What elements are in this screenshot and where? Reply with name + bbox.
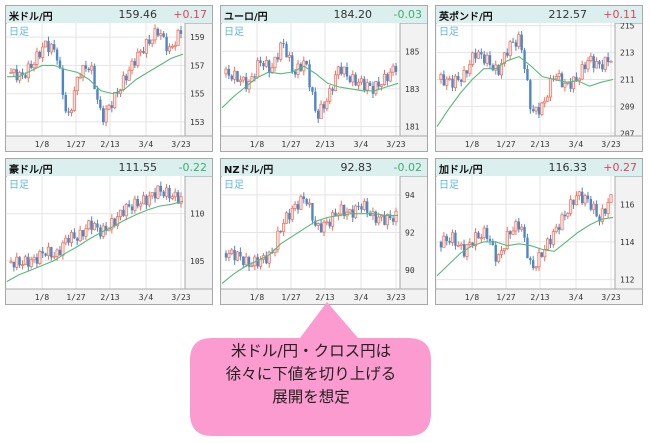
- x-tick-label: 1/8: [35, 140, 50, 149]
- callout-line-2: 徐々に下値を切り上げる: [225, 365, 397, 383]
- y-tick-label: 105: [190, 257, 205, 266]
- pair-name: NZドル/円: [224, 165, 274, 176]
- x-tick-label: 3/4: [569, 140, 584, 149]
- x-tick-label: 1/27: [496, 140, 515, 149]
- x-tick-label: 3/23: [171, 140, 190, 149]
- callout-line-1: 米ドル/円・クロス円は: [230, 342, 392, 360]
- chart-panel[interactable]: 豪ドル/円 111.55 -0.22 105 110 日足 1/8 1/27 2/13 3/4 3/…: [5, 158, 213, 305]
- callout-text: 米ドル/円・クロス円は 徐々に下値を切り上げる 展開を想定: [192, 340, 430, 409]
- y-tick-label: 213: [620, 49, 635, 58]
- x-tick-label: 2/13: [530, 140, 549, 149]
- y-tick-label: 181: [405, 123, 420, 132]
- price-change: +0.17: [173, 8, 207, 21]
- x-tick-label: 3/4: [354, 140, 369, 149]
- panel-header: 豪ドル/円 111.55 -0.22: [6, 159, 212, 177]
- y-tick-label: 155: [190, 90, 205, 99]
- moving-average-line: [7, 53, 184, 95]
- moving-average-line: [436, 216, 614, 277]
- callout-line-3: 展開を想定: [272, 388, 350, 406]
- pair-name: ユーロ/円: [224, 12, 268, 23]
- x-tick-label: 2/13: [315, 140, 334, 149]
- price-change: +0.27: [603, 161, 637, 174]
- price: 111.55: [118, 161, 158, 174]
- x-tick-label: 3/4: [139, 140, 154, 149]
- x-tick-label: 1/27: [66, 140, 85, 149]
- y-tick-label: 112: [620, 276, 635, 285]
- candlestick-chart: 112 114 116 日足 1/8 1/27 2/13 3/4 3/23: [436, 176, 642, 302]
- price: 184.20: [333, 8, 373, 21]
- y-tick-label: 116: [620, 200, 635, 209]
- x-tick-label: 3/4: [354, 293, 369, 302]
- x-tick-label: 1/27: [496, 293, 515, 302]
- chart-panel[interactable]: 米ドル/円 159.46 +0.17 153 155 157 159 日足 1/8 1/27 2/1…: [5, 5, 213, 152]
- chart-panel[interactable]: 英ポンド/円 212.57 +0.11 207 209 211 213 215 日足 1/8 1/2…: [435, 5, 643, 152]
- price-change: -0.22: [178, 161, 207, 174]
- chart-panel[interactable]: NZドル/円 92.83 -0.02 90 92 94 日足 1/8 1/27 2/13 3/4 3/…: [220, 158, 428, 305]
- price: 92.83: [340, 161, 373, 174]
- panel-header: NZドル/円 92.83 -0.02: [221, 159, 427, 177]
- y-tick-label: 207: [620, 129, 635, 138]
- x-tick-label: 3/23: [386, 140, 405, 149]
- price-change: -0.02: [393, 161, 422, 174]
- x-tick-label: 1/27: [281, 140, 300, 149]
- candlestick-chart: 90 92 94 日足 1/8 1/27 2/13 3/4 3/23: [221, 176, 427, 302]
- candlestick-chart: 153 155 157 159 日足 1/8 1/27 2/13 3/4 3/23: [6, 23, 212, 149]
- price: 159.46: [118, 8, 158, 21]
- x-tick-label: 1/27: [281, 293, 300, 302]
- candlestick-chart: 207 209 211 213 215 日足 1/8 1/27 2/13 3/4 3/23: [436, 23, 642, 149]
- x-tick-label: 1/8: [250, 140, 265, 149]
- y-tick-label: 110: [190, 210, 205, 219]
- x-tick-label: 2/13: [315, 293, 334, 302]
- y-tick-label: 209: [620, 102, 635, 111]
- timeframe-label: 日足: [439, 179, 459, 191]
- pair-name: 米ドル/円: [9, 12, 53, 23]
- timeframe-label: 日足: [9, 179, 29, 191]
- x-tick-label: 3/4: [139, 293, 154, 302]
- y-tick-label: 183: [405, 85, 420, 94]
- pair-name: 英ポンド/円: [439, 12, 493, 23]
- y-tick-label: 94: [405, 191, 415, 200]
- moving-average-line: [221, 65, 399, 109]
- y-tick-label: 114: [620, 238, 635, 247]
- x-tick-label: 2/13: [100, 140, 119, 149]
- x-tick-label: 1/8: [35, 293, 50, 302]
- x-tick-label: 1/8: [465, 140, 480, 149]
- moving-average-line: [221, 213, 398, 284]
- y-tick-label: 211: [620, 76, 635, 85]
- price: 212.57: [548, 8, 588, 21]
- timeframe-label: 日足: [439, 26, 459, 38]
- y-tick-label: 215: [620, 23, 635, 31]
- price-change: +0.11: [603, 8, 637, 21]
- timeframe-label: 日足: [224, 179, 244, 191]
- candlestick-chart: 105 110 日足 1/8 1/27 2/13 3/4 3/23: [6, 176, 212, 302]
- price-change: -0.03: [393, 8, 422, 21]
- y-tick-label: 185: [405, 47, 420, 56]
- pair-name: 加ドル/円: [439, 165, 483, 176]
- x-tick-label: 2/13: [100, 293, 119, 302]
- x-tick-label: 3/23: [386, 293, 405, 302]
- pair-name: 豪ドル/円: [9, 165, 53, 176]
- y-tick-label: 153: [190, 118, 205, 127]
- x-tick-label: 1/27: [66, 293, 85, 302]
- timeframe-label: 日足: [224, 26, 244, 38]
- x-tick-label: 2/13: [530, 293, 549, 302]
- y-tick-label: 157: [190, 61, 205, 70]
- y-tick-label: 92: [405, 229, 415, 238]
- y-tick-label: 159: [190, 33, 205, 42]
- x-tick-label: 1/8: [465, 293, 480, 302]
- price: 116.33: [548, 161, 588, 174]
- x-tick-label: 3/4: [569, 293, 584, 302]
- x-tick-label: 3/23: [601, 293, 620, 302]
- x-tick-label: 3/23: [171, 293, 190, 302]
- chart-panel[interactable]: ユーロ/円 184.20 -0.03 181 183 185 日足 1/8 1/27 2/13 3/…: [220, 5, 428, 152]
- moving-average-line: [436, 55, 614, 127]
- x-tick-label: 1/8: [250, 293, 265, 302]
- candlestick-chart: 181 183 185 日足 1/8 1/27 2/13 3/4 3/23: [221, 23, 427, 149]
- y-tick-label: 90: [405, 266, 415, 275]
- chart-panel[interactable]: 加ドル/円 116.33 +0.27 112 114 116 日足 1/8 1/27 2/13 3/…: [435, 158, 643, 305]
- x-tick-label: 3/23: [601, 140, 620, 149]
- moving-average-line: [6, 200, 184, 282]
- timeframe-label: 日足: [9, 26, 29, 38]
